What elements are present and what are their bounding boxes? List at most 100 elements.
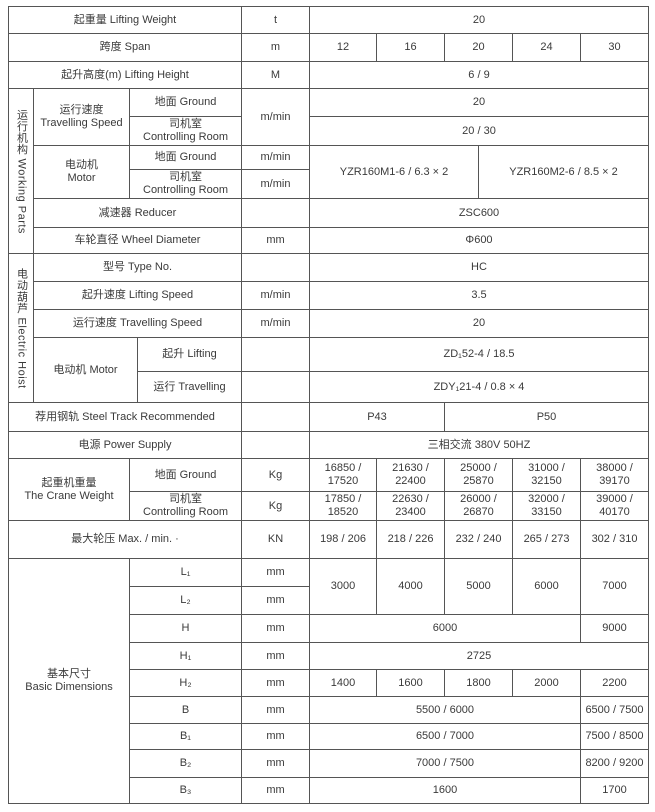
dim-L2-unit: mm — [242, 587, 310, 615]
dim-H-unit: mm — [242, 615, 310, 643]
dim-H2-value: 2000 — [513, 670, 581, 697]
ground-label: 地面 Ground — [130, 89, 242, 117]
crane-weight-value: 26000 / 26870 — [445, 492, 513, 521]
dim-H1-value: 2725 — [310, 643, 649, 670]
type-no-unit — [242, 254, 310, 282]
working-parts-label: 运行机构 Working Parts — [15, 108, 28, 234]
dim-B2-unit: mm — [242, 750, 310, 778]
dim-H-value: 6000 — [310, 615, 581, 643]
dim-B2-label: B₂ — [130, 750, 242, 778]
crane-weight-value: 32000 / 33150 — [513, 492, 581, 521]
motor-room-unit: m/min — [242, 170, 310, 199]
dim-H2-value: 1400 — [310, 670, 377, 697]
crane-weight-ground-unit: Kg — [242, 459, 310, 492]
hoist-motor-lifting-value: ZD₁52-4 / 18.5 — [310, 338, 649, 372]
motor-ground-unit: m/min — [242, 146, 310, 170]
hoist-motor-travelling-label: 运行 Travelling — [138, 372, 242, 403]
basic-dimensions-label: 基本尺寸 Basic Dimensions — [9, 559, 130, 804]
power-supply-value: 三相交流 380V 50HZ — [310, 432, 649, 459]
label-en: Controlling Room — [143, 131, 228, 143]
dim-L2-label: L₂ — [130, 587, 242, 615]
crane-weight-value: 39000 / 40170 — [581, 492, 649, 521]
hoist-travelling-speed-unit: m/min — [242, 310, 310, 338]
crane-weight-value: 38000 / 39170 — [581, 459, 649, 492]
controlling-room-label: 司机室 Controlling Room — [130, 117, 242, 146]
label-en: Controlling Room — [143, 506, 228, 518]
dim-H2-label: H₂ — [130, 670, 242, 697]
label-en: Controlling Room — [143, 184, 228, 196]
lifting-height-value: 6 / 9 — [310, 62, 649, 89]
wheel-diameter-label: 车轮直径 Wheel Diameter — [34, 228, 242, 254]
dim-L-value: 7000 — [581, 559, 649, 615]
dim-L1-unit: mm — [242, 559, 310, 587]
travelling-speed-label: 运行速度 Travelling Speed — [34, 89, 130, 146]
motor-value: YZR160M2-6 / 8.5 × 2 — [479, 146, 649, 199]
dim-B1-value: 7500 / 8500 — [581, 724, 649, 750]
crane-weight-value: 22630 / 23400 — [377, 492, 445, 521]
dim-B3-unit: mm — [242, 778, 310, 804]
reducer-value: ZSC600 — [310, 199, 649, 228]
label-en: Travelling Speed — [40, 117, 123, 129]
wheel-diameter-value: Φ600 — [310, 228, 649, 254]
hoist-travelling-speed-value: 20 — [310, 310, 649, 338]
crane-weight-value: 25000 / 25870 — [445, 459, 513, 492]
label-cn: 司机室 — [168, 493, 202, 505]
motor-ground-label: 地面 Ground — [130, 146, 242, 170]
dim-B1-value: 6500 / 7000 — [310, 724, 581, 750]
hoist-motor-lifting-label: 起升 Lifting — [138, 338, 242, 372]
electric-hoist-group: 电动葫芦 Electric Hoist — [9, 254, 34, 403]
dim-B3-value: 1600 — [310, 778, 581, 804]
lifting-weight-value: 20 — [310, 7, 649, 34]
type-no-label: 型号 Type No. — [34, 254, 242, 282]
hoist-lifting-speed-label: 起升速度 Lifting Speed — [34, 282, 242, 310]
dim-H2-value: 2200 — [581, 670, 649, 697]
label-en: Motor — [67, 172, 96, 184]
dim-H-value: 9000 — [581, 615, 649, 643]
dim-L-value: 3000 — [310, 559, 377, 615]
dim-L1-label: L₁ — [130, 559, 242, 587]
dim-H2-value: 1800 — [445, 670, 513, 697]
travelling-speed-unit: m/min — [242, 89, 310, 146]
steel-track-value: P43 — [310, 403, 445, 432]
motor-label: 电动机 Motor — [34, 146, 130, 199]
dim-B-label: B — [130, 697, 242, 724]
dim-B2-value: 8200 / 9200 — [581, 750, 649, 778]
lifting-weight-unit: t — [242, 7, 310, 34]
lifting-weight-label: 起重量 Lifting Weight — [9, 7, 242, 34]
label-cn: 基本尺寸 — [46, 668, 91, 680]
label-en: Basic Dimensions — [25, 681, 113, 693]
dim-H1-unit: mm — [242, 643, 310, 670]
max-wheel-load-value: 232 / 240 — [445, 521, 513, 559]
dim-L-value: 4000 — [377, 559, 445, 615]
max-wheel-load-unit: KN — [242, 521, 310, 559]
dim-L-value: 5000 — [445, 559, 513, 615]
max-wheel-load-value: 198 / 206 — [310, 521, 377, 559]
travelling-speed-room-value: 20 / 30 — [310, 117, 649, 146]
working-parts-group: 运行机构 Working Parts — [9, 89, 34, 254]
dim-H-label: H — [130, 615, 242, 643]
power-supply-label: 电源 Power Supply — [9, 432, 242, 459]
crane-weight-ground-label: 地面 Ground — [130, 459, 242, 492]
label-cn: 电动机 — [65, 159, 98, 171]
hoist-motor-travelling-unit — [242, 372, 310, 403]
dim-H2-unit: mm — [242, 670, 310, 697]
dim-B1-label: B₁ — [130, 724, 242, 750]
wheel-diameter-unit: mm — [242, 228, 310, 254]
crane-spec-table: 起重量 Lifting Weight t 20 跨度 Span m 12 16 … — [8, 6, 649, 804]
span-value: 24 — [513, 34, 581, 62]
dim-B-value: 6500 / 7500 — [581, 697, 649, 724]
label-cn: 起重机重量 — [41, 476, 97, 489]
type-no-value: HC — [310, 254, 649, 282]
dim-B-value: 5500 / 6000 — [310, 697, 581, 724]
label-cn: 司机室 — [168, 171, 202, 183]
reducer-label: 减速器 Reducer — [34, 199, 242, 228]
hoist-motor-lifting-unit — [242, 338, 310, 372]
hoist-lifting-speed-value: 3.5 — [310, 282, 649, 310]
crane-weight-value: 21630 / 22400 — [377, 459, 445, 492]
reducer-unit — [242, 199, 310, 228]
crane-weight-room-label: 司机室 Controlling Room — [130, 492, 242, 521]
motor-value: YZR160M1-6 / 6.3 × 2 — [310, 146, 479, 199]
hoist-motor-travelling-value: ZDY₁21-4 / 0.8 × 4 — [310, 372, 649, 403]
lifting-height-unit: M — [242, 62, 310, 89]
dim-B2-value: 7000 / 7500 — [310, 750, 581, 778]
